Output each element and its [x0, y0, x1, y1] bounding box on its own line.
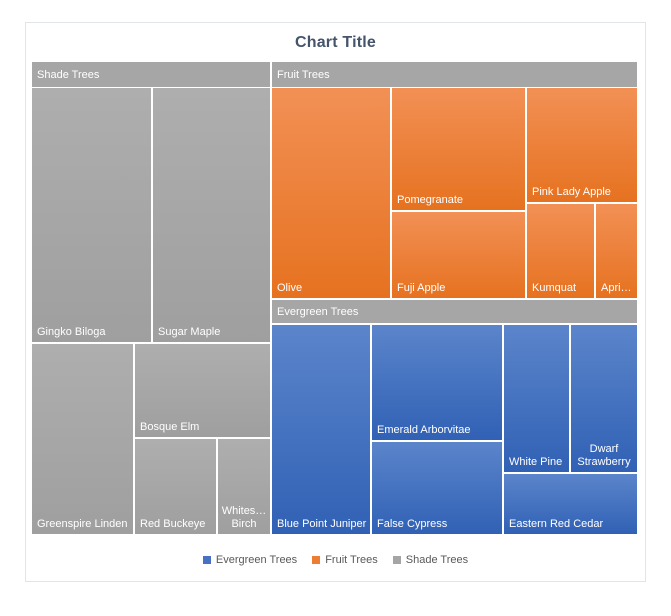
cell-label: Eastern Red Cedar: [509, 518, 604, 530]
cell-label: White Pine: [509, 456, 563, 468]
treemap-cell-bosque-elm[interactable]: Bosque Elm: [135, 344, 270, 437]
treemap-cell-false-cypress[interactable]: False Cypress: [372, 442, 502, 534]
legend-item-shade-trees[interactable]: Shade Trees: [392, 554, 469, 566]
cell-label: Pomegranate: [397, 194, 464, 206]
chart-title[interactable]: Chart Title: [294, 34, 377, 51]
legend-label: Shade Trees: [405, 554, 469, 566]
group-header-evergreen-trees[interactable]: Evergreen Trees: [272, 300, 637, 323]
cell-label: False Cypress: [377, 518, 448, 530]
cell-label: Blue Point Juniper: [277, 518, 367, 530]
legend-swatch-icon: [202, 556, 211, 564]
cell-label: Olive: [277, 282, 303, 294]
cell-label: Emerald Arborvitae: [377, 424, 471, 436]
cell-label: Greenspire Linden: [37, 518, 128, 530]
treemap-cell-pink-lady-apple[interactable]: Pink Lady Apple: [527, 88, 637, 202]
treemap-cell-fuji-apple[interactable]: Fuji Apple: [392, 212, 525, 298]
legend-item-evergreen-trees[interactable]: Evergreen Trees: [202, 554, 298, 566]
treemap-cell-olive[interactable]: Olive: [272, 88, 390, 298]
cell-label: Apri…: [601, 282, 632, 294]
treemap-plot: Shade Trees Gingko Biloga Sugar Maple Green…: [32, 62, 637, 534]
cell-label: Sugar Maple: [158, 326, 221, 338]
legend-item-fruit-trees[interactable]: Fruit Trees: [312, 554, 378, 566]
treemap-cell-red-buckeye[interactable]: Red Buckeye: [135, 439, 216, 534]
cell-label: Gingko Biloga: [37, 326, 106, 338]
group-header-shade-trees[interactable]: Shade Trees: [32, 62, 270, 87]
legend-swatch-icon: [392, 556, 401, 564]
cell-label: Red Buckeye: [140, 518, 206, 530]
treemap-cell-whites-birch[interactable]: Whites… Birch: [218, 439, 270, 534]
treemap-cell-eastern-red-cedar[interactable]: Eastern Red Cedar: [504, 474, 637, 534]
treemap-cell-white-pine[interactable]: White Pine: [504, 325, 569, 472]
treemap-cell-gingko-biloga[interactable]: Gingko Biloga: [32, 88, 151, 342]
legend-label: Fruit Trees: [325, 554, 378, 566]
chart-container: Chart Title Shade Trees Gingko Biloga Suga…: [25, 22, 646, 582]
cell-label: Pink Lady Apple: [532, 186, 611, 198]
cell-label: Fuji Apple: [397, 282, 446, 294]
cell-label: Bosque Elm: [140, 421, 200, 433]
treemap-cell-pomegranate[interactable]: Pomegranate: [392, 88, 525, 210]
group-header-fruit-trees[interactable]: Fruit Trees: [272, 62, 637, 87]
legend-label: Evergreen Trees: [215, 554, 298, 566]
cell-label: Dwarf Strawberry: [577, 443, 631, 468]
cell-label: Kumquat: [532, 282, 577, 294]
treemap-cell-kumquat[interactable]: Kumquat: [527, 204, 594, 298]
treemap-cell-greenspire-linden[interactable]: Greenspire Linden: [32, 344, 133, 534]
treemap-cell-apri[interactable]: Apri…: [596, 204, 637, 298]
legend-swatch-icon: [312, 556, 321, 564]
treemap-cell-sugar-maple[interactable]: Sugar Maple: [153, 88, 270, 342]
treemap-cell-emerald-arborvitae[interactable]: Emerald Arborvitae: [372, 325, 502, 440]
treemap-cell-blue-point-juniper[interactable]: Blue Point Juniper: [272, 325, 370, 534]
cell-label: Whites… Birch: [221, 505, 267, 530]
legend: Evergreen Trees Fruit Trees Shade Trees: [26, 554, 645, 566]
treemap-cell-dwarf-strawberry[interactable]: Dwarf Strawberry: [571, 325, 637, 472]
